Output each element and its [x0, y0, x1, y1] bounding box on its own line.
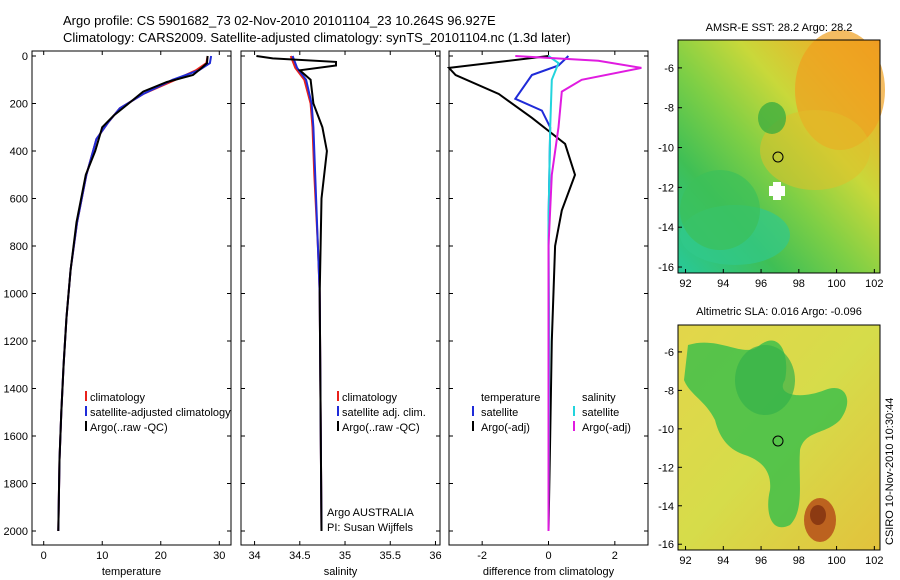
temperature-series-line — [57, 55, 213, 532]
temperature-x-tick-label: 0 — [41, 550, 47, 562]
sla-map-y-tick-label: -10 — [658, 424, 674, 436]
salinity-series-line — [289, 55, 323, 532]
sla-map-y-tick-label: -6 — [664, 347, 674, 359]
salinity-x-tick-label: 35.5 — [380, 550, 401, 562]
sla-map-y-tick-label: -16 — [658, 539, 674, 551]
temperature-y-tick-label: 200 — [10, 99, 28, 111]
sla-map-y-tick-label: -8 — [664, 385, 674, 397]
sst-map-y-tick-label: -6 — [664, 63, 674, 75]
difference-legend-label: Argo(-adj) — [582, 422, 631, 434]
sst-map-x-tick-label: 92 — [679, 278, 691, 290]
sst-map — [677, 30, 885, 274]
difference-legend-label: satellite — [481, 407, 518, 419]
sla-map-green-region — [735, 345, 795, 415]
temperature-x-tick-label: 10 — [96, 550, 108, 562]
sst-map-y-tick-label: -10 — [658, 143, 674, 155]
figure-title-line-1: Argo profile: CS 5901682_73 02-Nov-2010 … — [63, 13, 496, 28]
temperature-y-tick-label: 600 — [10, 194, 28, 206]
sla-map-title: Altimetric SLA: 0.016 Argo: -0.096 — [696, 306, 862, 318]
temperature-x-tick-label: 30 — [213, 550, 225, 562]
temperature-y-tick-label: 2000 — [4, 526, 28, 538]
salinity-series-line — [256, 55, 337, 532]
difference-x-axis-label: difference from climatology — [483, 566, 615, 578]
sla-map-x-tick-label: 98 — [793, 555, 805, 567]
difference-legend-label: satellite — [582, 407, 619, 419]
sla-map-x-tick-label: 94 — [717, 555, 729, 567]
sla-map-y-tick-label: -14 — [658, 501, 674, 513]
difference-legend-header: temperature — [481, 392, 540, 404]
sla-argo-location-marker — [772, 435, 784, 447]
temperature-y-tick-label: 800 — [10, 241, 28, 253]
salinity-x-tick-label: 34 — [248, 550, 260, 562]
sst-map-x-tick-label: 94 — [717, 278, 729, 290]
salinity-annotation: PI: Susan Wijffels — [327, 522, 413, 534]
temperature-legend-label: Argo(..raw -QC) — [90, 422, 168, 434]
difference-series-line — [513, 55, 570, 531]
temperature-y-tick-label: 1000 — [4, 289, 28, 301]
figure-title-line-2: Climatology: CARS2009. Satellite-adjuste… — [63, 30, 571, 45]
temperature-series-line — [57, 55, 209, 532]
difference-series-line — [515, 55, 642, 531]
sst-map-frame — [677, 39, 881, 274]
sst-missing-data-blob — [773, 182, 781, 200]
temperature-series-line — [57, 55, 209, 532]
temperature-x-tick-label: 20 — [155, 550, 167, 562]
salinity-legend-label: climatology — [342, 392, 398, 404]
difference-series-line — [446, 55, 577, 532]
sla-map-x-tick-label: 92 — [679, 555, 691, 567]
difference-legend-label: Argo(-adj) — [481, 422, 530, 434]
sst-map-x-tick-label: 98 — [793, 278, 805, 290]
sst-map-x-tick-label: 96 — [755, 278, 767, 290]
salinity-x-tick-label: 35 — [339, 550, 351, 562]
temperature-x-axis-label: temperature — [102, 566, 161, 578]
temperature-y-tick-label: 400 — [10, 146, 28, 158]
sst-map-cool-patch — [758, 102, 786, 134]
salinity-x-tick-label: 34.5 — [289, 550, 310, 562]
sst-map-y-tick-label: -14 — [658, 222, 674, 234]
temperature-y-tick-label: 0 — [22, 51, 28, 63]
sla-map-x-tick-label: 100 — [827, 555, 845, 567]
temperature-y-tick-label: 1400 — [4, 384, 28, 396]
temperature-y-tick-label: 1800 — [4, 479, 28, 491]
sla-map-x-tick-label: 102 — [865, 555, 883, 567]
difference-legend-header: salinity — [582, 392, 616, 404]
sst-map-x-tick-label: 100 — [827, 278, 845, 290]
salinity-series-line — [291, 55, 323, 532]
sst-map-warm-patch — [760, 110, 870, 190]
salinity-annotation: Argo AUSTRALIA — [327, 507, 414, 519]
salinity-x-axis-label: salinity — [324, 566, 358, 578]
temperature-legend-label: satellite-adjusted climatology — [90, 407, 231, 419]
salinity-panel-frame — [240, 50, 441, 546]
difference-x-tick-label: -2 — [477, 550, 487, 562]
salinity-legend-label: Argo(..raw -QC) — [342, 422, 420, 434]
sst-argo-location-marker — [772, 151, 784, 163]
sst-map-cool-patch — [680, 170, 760, 250]
sla-map-frame — [677, 324, 881, 551]
difference-x-tick-label: 2 — [612, 550, 618, 562]
credit-timestamp: CSIRO 10-Nov-2010 10:30:44 — [884, 397, 896, 545]
temperature-panel-frame — [31, 50, 232, 546]
sla-map-green-region — [684, 340, 848, 528]
temperature-y-tick-label: 1200 — [4, 336, 28, 348]
sst-map-y-tick-label: -8 — [664, 103, 674, 115]
sst-map-y-tick-label: -12 — [658, 182, 674, 194]
sst-map-x-tick-label: 102 — [865, 278, 883, 290]
sla-map-high-anomaly — [810, 505, 826, 525]
sla-map-x-tick-label: 96 — [755, 555, 767, 567]
sla-map-y-tick-label: -12 — [658, 462, 674, 474]
salinity-x-tick-label: 36 — [429, 550, 441, 562]
temperature-y-tick-label: 1600 — [4, 431, 28, 443]
temperature-legend-label: climatology — [90, 392, 146, 404]
salinity-legend-label: satellite adj. clim. — [342, 407, 426, 419]
difference-x-tick-label: 0 — [545, 550, 551, 562]
sst-map-y-tick-label: -16 — [658, 262, 674, 274]
sla-map — [677, 324, 881, 551]
sst-map-title: AMSR-E SST: 28.2 Argo: 28.2 — [706, 22, 853, 34]
